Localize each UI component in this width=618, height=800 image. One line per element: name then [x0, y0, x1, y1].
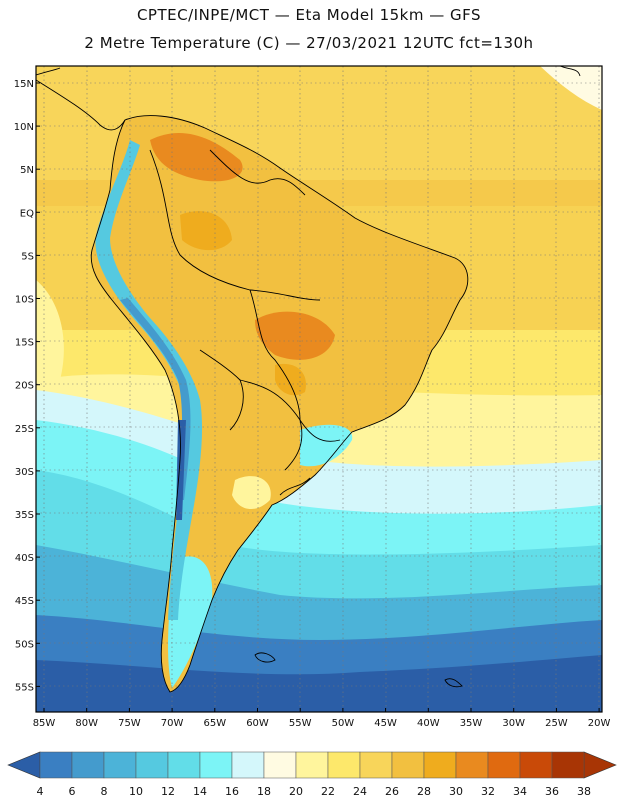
political-borders [36, 66, 581, 693]
lon-tick-label: 40W [417, 718, 440, 729]
lon-tick-label: 20W [588, 718, 611, 729]
colorbar-label: 36 [545, 785, 559, 798]
lon-tick-label: 25W [545, 718, 568, 729]
colorbar-swatch [135, 751, 169, 779]
colorbar-label: 20 [289, 785, 303, 798]
colorbar-swatch [199, 751, 233, 779]
lat-tick-label: 55S [15, 682, 34, 693]
colorbar-label: 24 [353, 785, 367, 798]
colorbar-label: 26 [385, 785, 399, 798]
colorbar-swatch [487, 751, 521, 779]
colorbar-low-arrow [7, 751, 41, 779]
lat-tick-label: 45S [15, 596, 34, 607]
colorbar-label: 34 [513, 785, 527, 798]
colorbar-label: 32 [481, 785, 495, 798]
colorbar-swatch [103, 751, 137, 779]
colorbar-swatch [551, 751, 585, 779]
colorbar: 4 6 8 10 12 14 16 18 20 22 24 26 28 30 32 34 36 38 [7, 751, 617, 798]
lon-tick-label: 60W [246, 718, 269, 729]
map-title-line2: 2 Metre Temperature (C) — 27/03/2021 12U… [84, 34, 534, 52]
lat-tick-label: 15S [15, 338, 34, 349]
map-frame [35, 65, 603, 713]
map-canvas [36, 66, 602, 712]
colorbar-swatch [295, 751, 329, 779]
lat-tick-label: 20S [15, 381, 34, 392]
lat-tick-label: 25S [15, 424, 34, 435]
colorbar-label: 4 [37, 785, 44, 798]
lon-tick-label: 70W [161, 718, 184, 729]
colorbar-swatch [455, 751, 489, 779]
colorbar-label: 14 [193, 785, 207, 798]
lat-tick-label: 15N [14, 79, 34, 90]
colorbar-label: 38 [577, 785, 591, 798]
colorbar-swatch [71, 751, 105, 779]
lat-tick-label: 35S [15, 510, 34, 521]
latitude-axis: 15N 10N 5N EQ 5S 10S 15S 20S 25S 30S 35S 40S 45S 50S 5… [14, 79, 40, 693]
colorbar-swatch [167, 751, 201, 779]
lat-tick-label: 10S [15, 295, 34, 306]
colorbar-swatch [423, 751, 457, 779]
colorbar-label: 16 [225, 785, 239, 798]
colorbar-high-arrow [583, 751, 617, 779]
lon-tick-label: 30W [502, 718, 525, 729]
lat-tick-label: 5S [21, 251, 34, 262]
lon-tick-label: 55W [289, 718, 312, 729]
colorbar-swatch [391, 751, 425, 779]
colorbar-label: 22 [321, 785, 335, 798]
lat-tick-label: 10N [14, 122, 34, 133]
colorbar-label: 12 [161, 785, 175, 798]
longitude-axis: 85W 80W 75W 70W 65W 60W 55W 50W 45W 40W 35W 30W 25W 2… [33, 708, 611, 729]
colorbar-swatch [39, 751, 73, 779]
colorbar-swatch [359, 751, 393, 779]
colorbar-swatch [519, 751, 553, 779]
colorbar-label: 10 [129, 785, 143, 798]
lat-tick-label: 5N [20, 165, 34, 176]
lon-tick-label: 85W [33, 718, 56, 729]
lon-tick-label: 35W [460, 718, 483, 729]
colorbar-swatch [327, 751, 361, 779]
lon-tick-label: 65W [203, 718, 226, 729]
lat-tick-label: 50S [15, 639, 34, 650]
colorbar-label: 18 [257, 785, 271, 798]
lon-tick-label: 45W [374, 718, 397, 729]
lat-tick-label: 30S [15, 467, 34, 478]
colorbar-swatch [231, 751, 265, 779]
lon-tick-label: 50W [332, 718, 355, 729]
colorbar-label: 28 [417, 785, 431, 798]
colorbar-label: 8 [101, 785, 108, 798]
colorbar-label: 6 [69, 785, 76, 798]
lat-tick-label: EQ [20, 208, 34, 219]
lon-tick-label: 80W [75, 718, 98, 729]
colorbar-swatch [263, 751, 297, 779]
map-title-line1: CPTEC/INPE/MCT — Eta Model 15km — GFS [136, 6, 482, 24]
colorbar-label: 30 [449, 785, 463, 798]
lat-tick-label: 40S [15, 553, 34, 564]
lon-tick-label: 75W [118, 718, 141, 729]
